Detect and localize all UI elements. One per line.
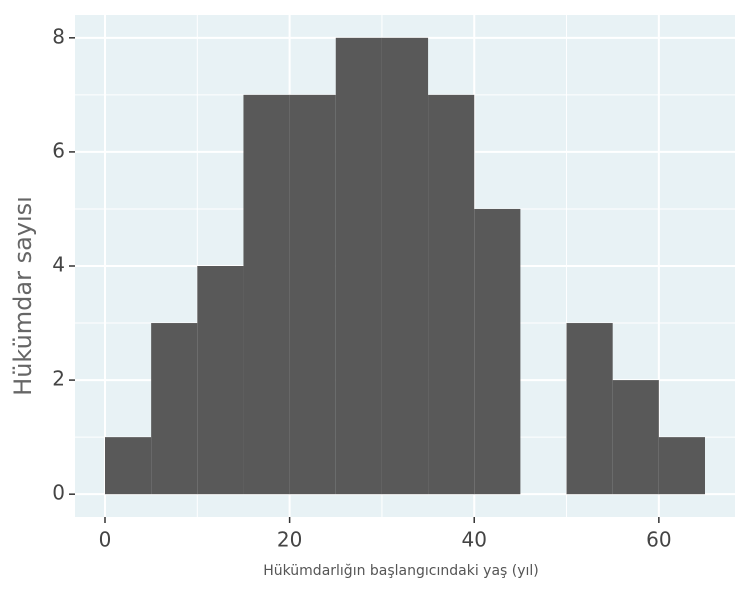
y-tick-label: 8 <box>52 24 65 48</box>
bar <box>428 94 475 495</box>
bar <box>612 380 659 495</box>
y-tick-label: 0 <box>52 481 65 505</box>
y-tick-label: 6 <box>52 138 65 162</box>
bar <box>566 323 613 495</box>
bar <box>335 37 382 495</box>
bar <box>243 94 290 495</box>
x-tick-label: 20 <box>277 528 302 552</box>
y-tick-label: 2 <box>52 367 65 391</box>
bar <box>658 437 705 495</box>
x-tick-label: 40 <box>462 528 487 552</box>
x-axis-title: Hükümdarlığın başlangıcındaki yaş (yıl) <box>263 563 539 579</box>
bar <box>105 437 152 495</box>
bar <box>474 208 521 495</box>
bar <box>381 37 429 495</box>
x-tick-label: 60 <box>646 528 671 552</box>
bar <box>151 323 198 495</box>
x-tick-label: 0 <box>99 528 112 552</box>
bar <box>289 94 336 495</box>
y-tick-label: 4 <box>52 253 65 277</box>
y-axis-title: Hükümdar sayısı <box>9 196 37 396</box>
bar <box>197 266 244 495</box>
